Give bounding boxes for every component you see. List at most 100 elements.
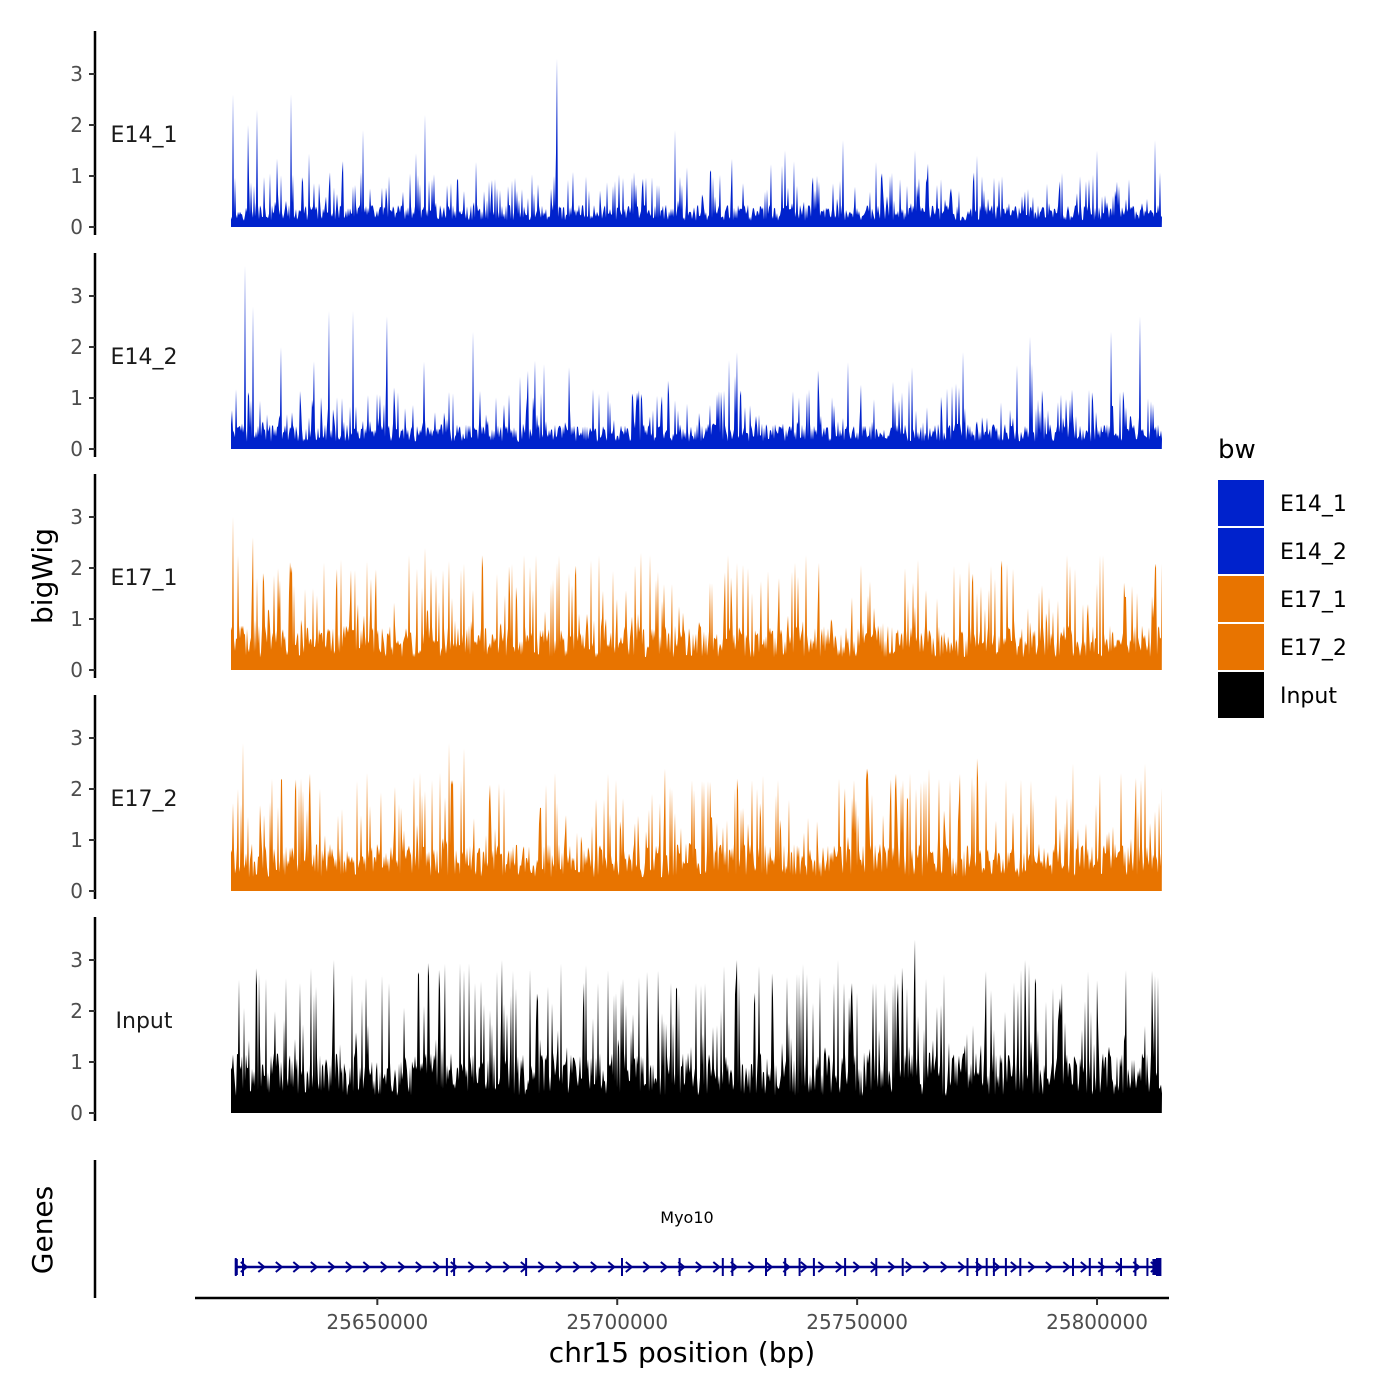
exon: [844, 1258, 847, 1276]
exon: [812, 1258, 815, 1276]
y-tick-label: 2: [70, 335, 83, 359]
y-tick-label: 0: [70, 1101, 83, 1125]
strand-arrow: [992, 1261, 1001, 1273]
legend-label-E17_2: E17_2: [1280, 636, 1347, 661]
exon: [234, 1259, 238, 1275]
strand-arrow: [625, 1261, 634, 1273]
strand-arrow: [747, 1261, 756, 1273]
exon: [242, 1258, 244, 1276]
exon: [985, 1258, 988, 1276]
exon: [1019, 1258, 1022, 1276]
strand-arrow: [835, 1261, 844, 1273]
genes-axis-title: Genes: [26, 1186, 59, 1274]
exon: [1152, 1259, 1161, 1275]
y-tick-label: 3: [70, 62, 83, 86]
x-axis-title: chr15 position (bp): [549, 1336, 815, 1369]
y-tick-label: 1: [70, 607, 83, 631]
legend-swatch-E17_1: [1218, 576, 1264, 622]
exon: [721, 1258, 724, 1276]
exon: [1072, 1258, 1074, 1276]
y-tick-label: 3: [70, 948, 83, 972]
y-tick-label: 0: [70, 879, 83, 903]
strand-arrow: [765, 1261, 774, 1273]
track-label-E14_2: E14_2: [111, 345, 178, 370]
y-tick-label: 3: [70, 726, 83, 750]
strand-arrow: [1062, 1261, 1071, 1273]
strand-arrow: [1097, 1261, 1106, 1273]
strand-arrow: [1080, 1261, 1089, 1273]
tracks-group: 0 1 2 3 E14_1 0 1 2 3 E14_2 0 1 2 3 E17_1 0 1 2 3 E17_2 0 1 2 3…: [70, 31, 1162, 1125]
strand-arrow: [905, 1261, 914, 1273]
legend-title: bw: [1218, 435, 1256, 465]
strand-arrow: [502, 1261, 511, 1273]
signal-area-E14_2: [231, 265, 1162, 449]
strand-arrow: [1027, 1261, 1036, 1273]
track-label-E17_1: E17_1: [111, 566, 178, 591]
x-tick-label: 25700000: [566, 1310, 668, 1334]
gene-label: Myo10: [660, 1208, 713, 1227]
exon: [765, 1258, 767, 1276]
strand-arrow: [852, 1261, 861, 1273]
y-tick-label: 2: [70, 113, 83, 137]
strand-arrow: [1010, 1261, 1019, 1273]
y-tick-label: 0: [70, 215, 83, 239]
legend: bw E14_1 E14_2 E17_1 E17_2 Input: [1218, 435, 1347, 718]
gene-track: Myo10: [93, 1160, 1162, 1298]
legend-label-E17_1: E17_1: [1280, 588, 1347, 613]
x-tick-label: 25750000: [806, 1310, 908, 1334]
strand-arrow: [327, 1261, 336, 1273]
legend-swatch-E14_2: [1218, 528, 1264, 574]
legend-swatch-E14_1: [1218, 480, 1264, 526]
strand-arrow: [485, 1261, 494, 1273]
y-tick-label: 3: [70, 505, 83, 529]
strand-arrow: [310, 1261, 319, 1273]
strand-arrow: [380, 1261, 389, 1273]
signal-area-E17_1: [231, 517, 1162, 670]
exon: [901, 1258, 904, 1276]
exon: [453, 1258, 456, 1276]
y-tick-label: 2: [70, 999, 83, 1023]
exon: [992, 1258, 995, 1276]
strand-arrow: [695, 1261, 704, 1273]
exon: [1004, 1258, 1007, 1276]
strand-arrow: [590, 1261, 599, 1273]
y-tick-label: 2: [70, 777, 83, 801]
track-label-E17_2: E17_2: [111, 787, 178, 812]
y-axis-title: bigWig: [26, 528, 59, 624]
track-Input: 0 1 2 3 Input: [70, 917, 1162, 1125]
strand-arrow: [257, 1261, 266, 1273]
strand-arrow: [415, 1261, 424, 1273]
strand-arrow: [397, 1261, 406, 1273]
exon: [798, 1258, 801, 1276]
strand-arrow: [432, 1261, 441, 1273]
y-tick-label: 1: [70, 1050, 83, 1074]
strand-arrow: [817, 1261, 826, 1273]
exon: [1146, 1258, 1149, 1276]
track-E17_1: 0 1 2 3 E17_1: [70, 474, 1162, 682]
exon: [1088, 1258, 1091, 1276]
exon: [1100, 1258, 1103, 1276]
strand-arrow: [362, 1261, 371, 1273]
signal-area-E14_1: [231, 58, 1162, 228]
strand-arrow: [607, 1261, 616, 1273]
exon: [525, 1258, 528, 1276]
exon: [731, 1258, 734, 1276]
x-tick-label: 25650000: [326, 1310, 428, 1334]
track-E14_1: 0 1 2 3 E14_1: [70, 31, 1162, 239]
y-tick-label: 2: [70, 556, 83, 580]
strand-arrow: [1045, 1261, 1054, 1273]
legend-label-E14_1: E14_1: [1280, 492, 1347, 517]
exon: [1134, 1258, 1137, 1276]
legend-label-Input: Input: [1280, 684, 1337, 709]
exon: [445, 1258, 448, 1276]
track-label-E14_1: E14_1: [111, 123, 178, 148]
strand-arrow: [800, 1261, 809, 1273]
exon: [1120, 1258, 1122, 1276]
strand-arrow: [922, 1261, 931, 1273]
strand-arrow: [887, 1261, 896, 1273]
exon: [976, 1258, 979, 1276]
exon: [621, 1258, 623, 1276]
track-label-Input: Input: [116, 1009, 173, 1034]
strand-arrow: [940, 1261, 949, 1273]
